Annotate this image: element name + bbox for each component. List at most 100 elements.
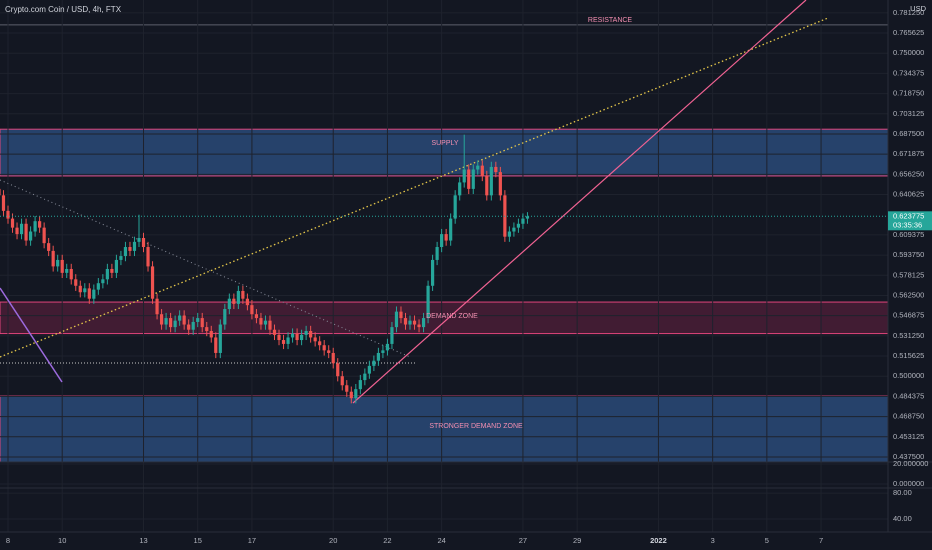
candle-body xyxy=(205,327,209,331)
x-tick-label: 7 xyxy=(819,536,823,545)
y-tick-label: 0.546875 xyxy=(893,311,924,320)
candle-body xyxy=(19,223,24,235)
zone-label: DEMAND ZONE xyxy=(426,313,478,320)
candle-body xyxy=(178,315,182,321)
y-tick-label: 0.703125 xyxy=(893,109,924,118)
candle-body xyxy=(141,237,146,248)
candle-body xyxy=(223,309,227,325)
candle-body xyxy=(485,175,489,196)
candle-body xyxy=(105,268,109,280)
x-tick-label: 17 xyxy=(248,536,256,545)
candle-body xyxy=(376,352,380,361)
candle-body xyxy=(354,389,358,399)
zone-label: STRONGER DEMAND ZONE xyxy=(429,423,523,430)
candle-body xyxy=(114,259,119,273)
candle-body xyxy=(254,314,259,319)
zone xyxy=(0,395,889,463)
candle-body xyxy=(164,318,168,325)
candle-body xyxy=(245,298,250,306)
candle-body xyxy=(0,188,1,196)
y-tick-label: 0.750000 xyxy=(893,48,924,57)
candle-body xyxy=(430,259,435,286)
candle-body xyxy=(286,337,290,344)
y-tick-label: 0.734375 xyxy=(893,68,924,77)
last-price-box xyxy=(888,211,932,231)
x-tick-label: 20 xyxy=(329,536,337,545)
y-tick-label: 0.000000 xyxy=(893,479,924,488)
candle-body xyxy=(512,227,516,232)
candle-body xyxy=(444,234,448,241)
candle-body xyxy=(277,334,281,341)
y-tick-label: 0.765625 xyxy=(893,28,924,37)
zone xyxy=(0,128,889,177)
y-tick-label: 0.671875 xyxy=(893,149,924,158)
y-tick-label: 80.00 xyxy=(893,488,912,497)
candles xyxy=(0,134,888,404)
candle-body xyxy=(412,320,417,325)
candle-body xyxy=(173,320,177,328)
candle-body xyxy=(435,247,439,260)
trend-line xyxy=(0,17,829,358)
candle-body xyxy=(60,259,64,273)
candle-body xyxy=(322,345,326,351)
y-tick-label: 0.453125 xyxy=(893,432,924,441)
candle-body xyxy=(345,385,349,392)
candle-body xyxy=(313,337,317,342)
candle-body xyxy=(169,318,173,328)
candle-body xyxy=(182,315,186,325)
drawings xyxy=(0,0,829,404)
zone-label: RESISTANCE xyxy=(588,17,633,24)
candle-body xyxy=(331,352,335,364)
candle-body xyxy=(218,324,222,353)
candle-body xyxy=(300,334,304,341)
candle-body xyxy=(489,166,493,196)
candle-body xyxy=(209,330,213,338)
candle-body xyxy=(128,247,132,251)
candle-body xyxy=(38,221,42,228)
y-tick-label: 0.562500 xyxy=(893,290,924,299)
x-tick-label: 5 xyxy=(765,536,769,545)
candle-body xyxy=(268,320,272,330)
candle-body xyxy=(462,169,466,183)
candle-body xyxy=(110,268,114,273)
y-tick-label: 0.609375 xyxy=(893,230,924,239)
x-tick-label: 29 xyxy=(573,536,581,545)
candle-body xyxy=(336,363,340,377)
last-price-label: 0.623775 xyxy=(893,211,924,220)
x-tick-label: 27 xyxy=(519,536,527,545)
candle-body xyxy=(78,285,82,293)
candle-body xyxy=(51,250,55,267)
countdown-label: 03:35:36 xyxy=(893,220,922,229)
y-tick-label: 40.00 xyxy=(893,514,912,523)
trend-line xyxy=(0,287,63,383)
y-tick-label: 0.593750 xyxy=(893,250,924,259)
x-tick-label: 22 xyxy=(383,536,391,545)
y-tick-label: 0.578125 xyxy=(893,270,924,279)
chart-title: Crypto.com Coin / USD, 4h, FTX xyxy=(5,5,122,14)
x-tick-label: 2022 xyxy=(650,536,667,545)
candle-body xyxy=(263,320,268,325)
y-tick-label: 0.468750 xyxy=(893,412,924,421)
candle-body xyxy=(28,231,33,241)
candle-body xyxy=(467,169,471,189)
candle-body xyxy=(494,166,498,173)
candle-body xyxy=(367,365,371,374)
y-tick-label: 20.000000 xyxy=(893,459,928,468)
candle-body xyxy=(137,237,141,242)
candle-body xyxy=(471,169,475,189)
candle-body xyxy=(214,337,218,353)
candle-body xyxy=(394,311,399,328)
candle-body xyxy=(480,165,484,176)
trend-line xyxy=(352,0,807,404)
candle-body xyxy=(309,330,313,338)
candle-body xyxy=(47,243,51,251)
candle-body xyxy=(440,234,444,248)
candle-body xyxy=(132,241,137,251)
y-tick-label: 0.687500 xyxy=(893,129,924,138)
candle-body xyxy=(241,290,245,299)
zone-label: SUPPLY xyxy=(431,140,458,147)
candle-body xyxy=(363,373,367,381)
candle-body xyxy=(159,314,164,325)
